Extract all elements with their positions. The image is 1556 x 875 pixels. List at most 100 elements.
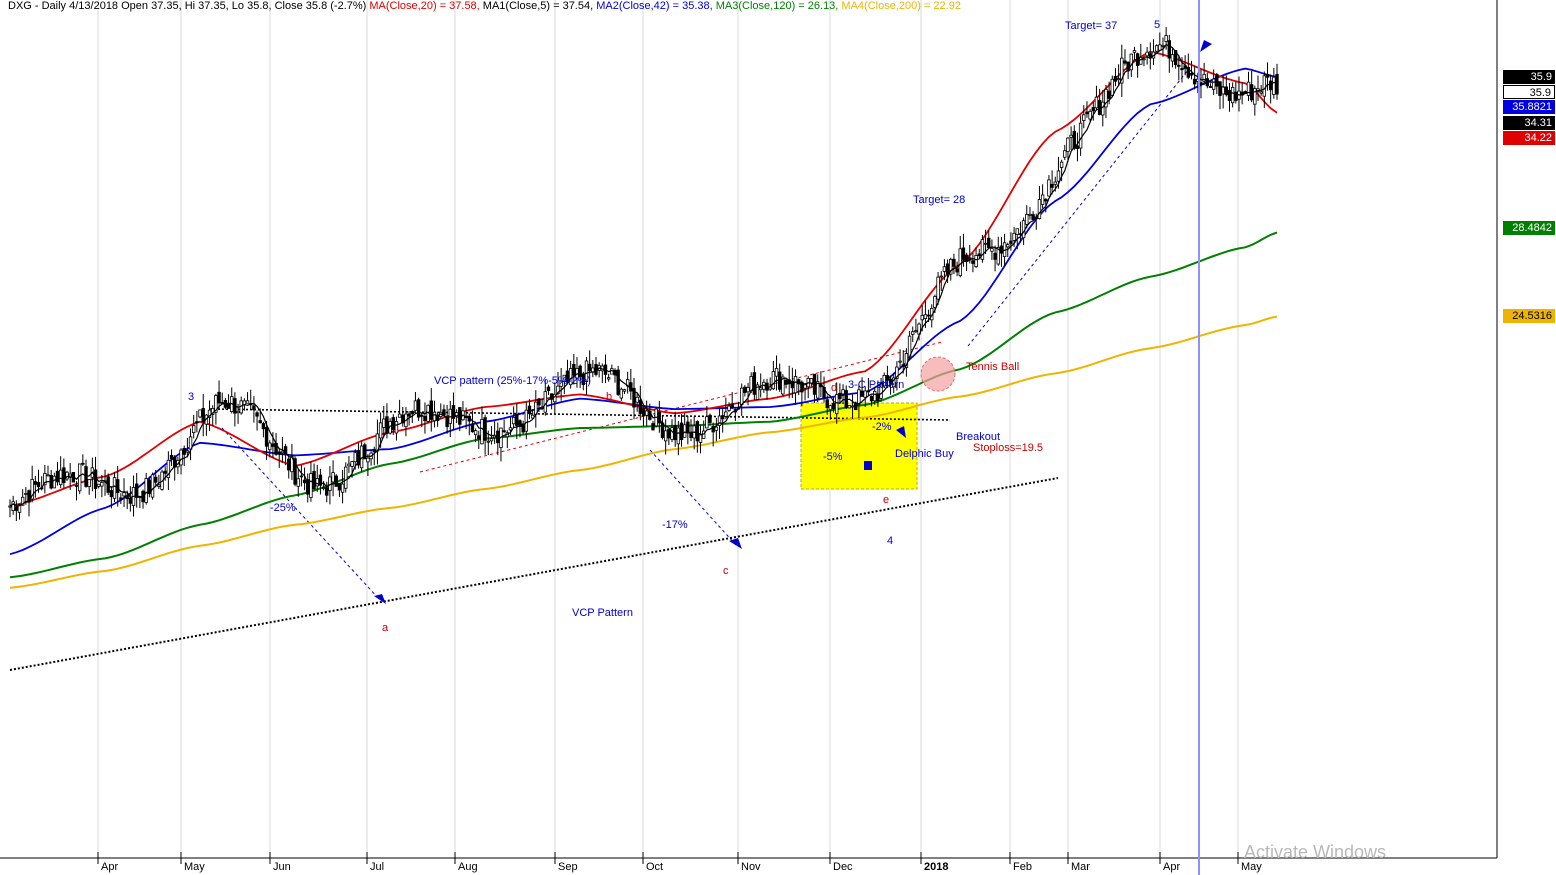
candle-body (477, 435, 481, 440)
candle-body (1037, 199, 1042, 220)
candle-body (800, 381, 804, 393)
candle-body (122, 492, 126, 497)
candle-body (359, 445, 364, 469)
candle-body (939, 275, 943, 278)
candle-body (1047, 179, 1051, 197)
annotation-breakout: Breakout (956, 431, 1000, 443)
x-tick-label: Nov (741, 861, 761, 873)
lower-dotted-trendline (9, 477, 1059, 671)
candle-body (1215, 74, 1219, 87)
x-tick-label: Apr (1163, 861, 1181, 873)
candle-body (432, 411, 437, 422)
annotation-wave-a: a (382, 622, 389, 634)
candle-body (315, 478, 319, 487)
candle-body (325, 487, 329, 496)
candle-body (1158, 44, 1162, 51)
candle-body (727, 405, 731, 411)
candle-body (1066, 137, 1070, 153)
annotation-vcp-bottom: VCP Pattern (572, 607, 633, 619)
annotation-target-37: Target= 37 (1065, 20, 1117, 32)
candle-body (58, 469, 63, 486)
candle-body (1063, 150, 1067, 158)
candle-body (1044, 198, 1048, 202)
candlestick-series (8, 27, 1279, 522)
candle-body (784, 380, 788, 385)
candle-body (619, 388, 624, 399)
x-tick-label: 2018 (924, 861, 949, 873)
arrow-marker-a (374, 594, 386, 604)
candle-body (226, 403, 231, 409)
candle-body (831, 403, 836, 410)
candle-body (651, 423, 655, 431)
candle-body (144, 478, 148, 503)
candle-body (166, 459, 171, 479)
candle-body (844, 390, 848, 408)
annotation-3c-pattern: 3-C Pattern (848, 379, 904, 391)
candle-body (911, 331, 915, 335)
candle-body (1135, 53, 1140, 66)
candle-body (134, 483, 139, 498)
candle-body (515, 413, 519, 426)
candle-body (173, 456, 177, 468)
price-label: 35.8821 (1503, 100, 1555, 114)
candle-body (264, 426, 269, 447)
candle-body (1230, 87, 1235, 104)
candle-body (568, 368, 573, 386)
candle-body (52, 475, 57, 489)
candle-body (749, 376, 753, 392)
candle-body (591, 367, 595, 373)
candle-body (385, 416, 389, 434)
annotation-vcp-top: VCP pattern (25%-17%-5%-2%) (434, 375, 591, 387)
candle-body (1040, 194, 1045, 205)
candle-body (914, 330, 918, 333)
candle-body (1173, 50, 1178, 66)
candle-body (454, 412, 459, 416)
candle-body (1050, 184, 1054, 188)
candle-body (429, 400, 433, 420)
candle-body (1056, 170, 1061, 182)
annotation-pct-25: -25% (270, 502, 296, 514)
candle-body (632, 387, 636, 408)
candle-body (698, 434, 703, 443)
candle-body (245, 400, 250, 404)
candle-body (334, 475, 338, 487)
candle-body (1180, 68, 1184, 71)
candle-body (96, 483, 101, 487)
candle-body (81, 462, 85, 465)
upper-dotted-trendline (209, 408, 951, 421)
candle-body (1069, 134, 1073, 138)
candle-body (150, 474, 155, 498)
candle-body (261, 423, 266, 430)
candle-body (578, 365, 582, 378)
candle-body (1031, 214, 1035, 220)
annotation-target-28: Target= 28 (913, 194, 965, 206)
candle-body (670, 427, 674, 440)
candle-body (483, 417, 487, 441)
candle-body (809, 378, 814, 384)
candle-body (961, 247, 966, 261)
candle-body (277, 451, 281, 455)
candle-body (720, 415, 725, 420)
candle-body (62, 467, 66, 483)
candle-body (635, 396, 639, 403)
candle-body (781, 376, 785, 395)
candle-body (394, 421, 399, 434)
candle-body (1059, 161, 1064, 168)
candle-body (708, 414, 712, 423)
chart-header: DXG - Daily 4/13/2018 Open 37.35, Hi 37.… (8, 0, 961, 12)
candle-body (46, 474, 50, 477)
candle-body (695, 421, 700, 442)
candle-body (1186, 67, 1191, 78)
candle-body (1177, 64, 1181, 67)
x-tick-label: Mar (1071, 861, 1090, 873)
price-label: 34.31 (1503, 116, 1555, 130)
candle-body (119, 497, 123, 500)
candle-body (816, 381, 820, 399)
candle-body (255, 412, 259, 417)
candle-body (622, 389, 627, 392)
candle-body (356, 450, 361, 466)
candle-body (828, 405, 833, 411)
blue-dashed-line-a (221, 427, 381, 601)
annotation-pct-2: -2% (872, 421, 892, 433)
candle-body (179, 449, 183, 466)
